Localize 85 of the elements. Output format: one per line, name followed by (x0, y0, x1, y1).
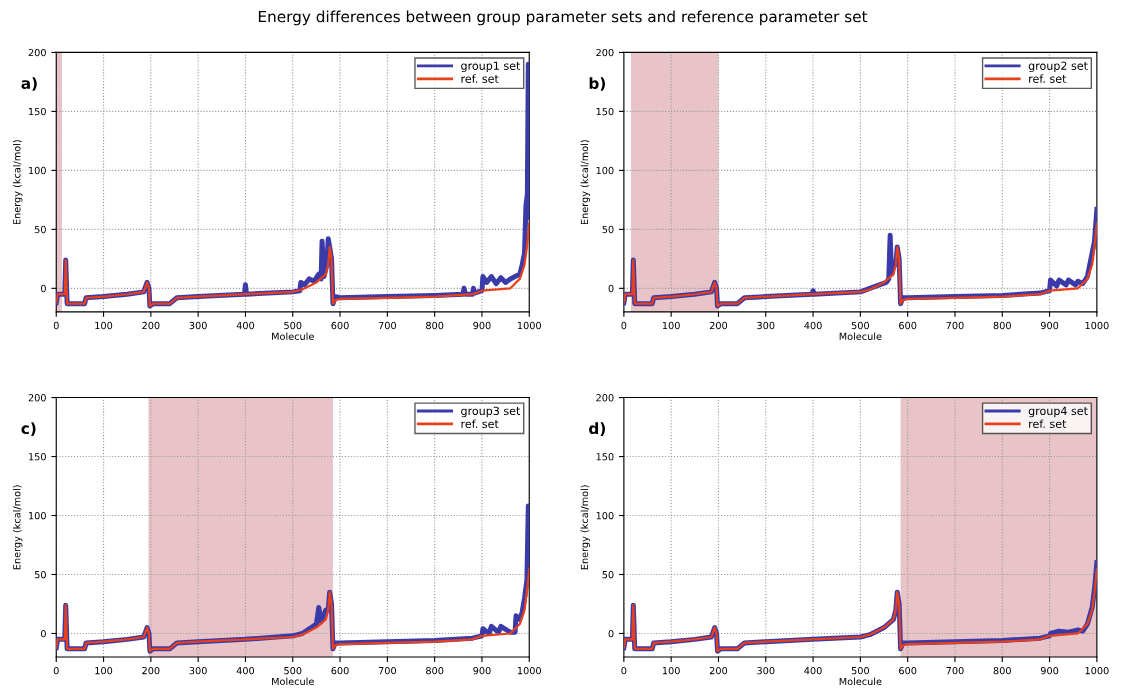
legend-label: group1 set (461, 61, 521, 73)
x-tick-label: 300 (189, 666, 207, 675)
x-tick-label: 300 (189, 321, 207, 330)
y-axis-title: Energy (kcal/mol) (13, 485, 23, 570)
x-axis-title: Molecule (272, 677, 314, 686)
x-tick-label: 400 (236, 321, 255, 330)
x-tick-label: 100 (95, 321, 113, 330)
x-tick-label: 900 (1040, 666, 1059, 675)
x-tick-label: 1000 (1085, 321, 1109, 330)
x-tick-label: 100 (662, 666, 680, 675)
y-tick-label: 0 (608, 284, 614, 293)
x-tick-label: 700 (946, 666, 964, 675)
x-tick-label: 1000 (1085, 666, 1109, 675)
y-tick-label: 0 (40, 629, 46, 638)
x-tick-label: 700 (946, 321, 964, 330)
x-tick-label: 800 (426, 666, 444, 675)
x-tick-label: 600 (331, 666, 349, 675)
x-tick-label: 600 (331, 321, 349, 330)
x-axis-title: Molecule (272, 332, 314, 340)
x-tick-label: 100 (662, 321, 680, 330)
x-tick-label: 400 (236, 666, 255, 675)
x-tick-label: 500 (851, 666, 869, 675)
y-tick-label: 150 (596, 107, 614, 116)
y-tick-label: 150 (29, 453, 46, 461)
x-tick-label: 500 (284, 666, 302, 675)
x-axis-title: Molecule (839, 677, 882, 686)
x-tick-label: 200 (142, 321, 160, 330)
x-tick-label: 300 (757, 666, 775, 675)
y-tick-label: 50 (602, 225, 614, 234)
x-tick-label: 800 (993, 321, 1011, 330)
x-tick-label: 600 (899, 666, 917, 675)
x-tick-label: 0 (621, 321, 627, 330)
x-tick-label: 1000 (517, 321, 541, 330)
y-tick-label: 0 (40, 284, 46, 293)
x-tick-label: 300 (757, 321, 775, 330)
y-tick-label: 150 (596, 453, 614, 461)
y-tick-label: 200 (28, 394, 46, 402)
legend-label: group3 set (461, 406, 521, 418)
text: Energy differences between group parameter sets and reference parameter set (258, 10, 868, 26)
y-tick-label: 100 (596, 511, 614, 520)
x-tick-label: 800 (426, 321, 444, 330)
y-axis-title: Energy (kcal/mol) (580, 485, 591, 570)
x-tick-label: 0 (53, 666, 59, 675)
x-tick-label: 600 (899, 321, 917, 330)
y-tick-label: 200 (28, 48, 46, 57)
text: b) (589, 77, 605, 91)
legend-label: ref. set (461, 419, 499, 429)
legend-label: ref. set (461, 74, 499, 83)
y-tick-label: 0 (608, 629, 614, 638)
y-axis-title: Energy (kcal/mol) (13, 140, 23, 225)
legend-label: group2 set (1028, 61, 1088, 73)
x-tick-label: 900 (473, 666, 491, 675)
x-tick-label: 0 (53, 321, 59, 330)
y-tick-label: 50 (34, 570, 46, 579)
y-tick-label: 100 (29, 166, 46, 175)
legend-label: group4 set (1028, 406, 1088, 418)
x-tick-label: 500 (851, 321, 869, 330)
x-tick-label: 900 (1040, 321, 1059, 330)
y-tick-label: 100 (29, 511, 46, 520)
x-tick-label: 500 (284, 321, 302, 330)
y-tick-label: 150 (29, 107, 46, 116)
x-tick-label: 700 (378, 321, 396, 330)
x-tick-label: 1000 (517, 666, 541, 675)
x-tick-label: 400 (804, 321, 822, 330)
x-tick-label: 200 (709, 321, 728, 330)
text: a) (21, 77, 37, 91)
y-axis-title: Energy (kcal/mol) (580, 140, 591, 225)
y-tick-label: 200 (596, 394, 614, 402)
x-tick-label: 0 (621, 666, 627, 675)
x-tick-label: 800 (993, 666, 1011, 675)
legend-label: ref. set (1029, 419, 1067, 429)
x-axis-title: Molecule (839, 332, 882, 340)
x-tick-label: 100 (95, 666, 113, 675)
x-tick-label: 200 (709, 666, 728, 675)
x-tick-label: 200 (142, 666, 160, 675)
x-tick-label: 700 (378, 666, 396, 675)
legend-label: ref. set (1029, 74, 1067, 83)
x-tick-label: 900 (473, 321, 491, 330)
text: c) (21, 422, 36, 436)
y-tick-label: 50 (34, 225, 46, 234)
text: d) (589, 422, 605, 436)
y-tick-label: 100 (596, 166, 614, 175)
x-tick-label: 400 (804, 666, 822, 675)
y-tick-label: 50 (602, 570, 614, 579)
y-tick-label: 200 (596, 48, 614, 57)
